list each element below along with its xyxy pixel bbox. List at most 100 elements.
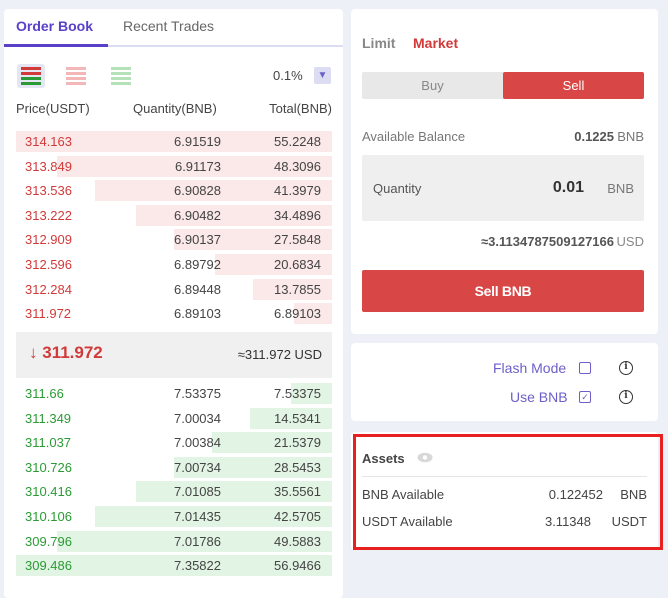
row-price: 309.486 — [25, 558, 72, 574]
row-price: 309.796 — [25, 533, 72, 549]
flash-mode-checkbox[interactable] — [579, 362, 591, 374]
row-total: 6.89103 — [274, 306, 321, 322]
row-quantity: 6.91173 — [174, 158, 221, 174]
ask-row[interactable]: 314.163 6.91519 55.2248 — [16, 130, 332, 153]
eye-icon[interactable] — [417, 452, 433, 463]
depth-bar — [95, 506, 332, 527]
depth-bar — [215, 254, 332, 275]
bid-row[interactable]: 310.106 7.01435 42.5705 — [16, 505, 332, 528]
quantity-field[interactable]: Quantity 0.01 BNB — [362, 155, 644, 221]
depth-bar — [249, 407, 332, 429]
assets-panel: Assets BNB Available 0.122452 BNB USDT A… — [351, 432, 658, 550]
tab-recent-trades[interactable]: Recent Trades — [123, 18, 215, 34]
asset-label: USDT Available — [362, 514, 453, 529]
quantity-input[interactable]: 0.01 — [552, 179, 584, 196]
last-price: ↓ 311.972 — [29, 343, 103, 363]
buy-button[interactable]: Buy — [421, 78, 444, 93]
arrow-down-icon: ↓ — [29, 343, 38, 362]
use-bnb-label[interactable]: Use BNB — [510, 389, 568, 405]
depth-bar — [57, 155, 332, 177]
flash-mode-info-icon[interactable]: i — [619, 361, 633, 375]
ask-row[interactable]: 311.972 6.89103 6.89103 — [16, 302, 332, 325]
row-total: 14.5341 — [274, 410, 321, 426]
depth-bar — [290, 383, 332, 404]
depth-bar — [16, 131, 332, 152]
row-quantity: 6.89448 — [174, 281, 221, 297]
column-header-price: Price(USDT) — [16, 101, 90, 116]
ask-row[interactable]: 313.536 6.90828 41.3979 — [16, 179, 332, 202]
depth-bar — [57, 530, 332, 552]
row-price: 311.349 — [25, 410, 72, 426]
assets-title: Assets — [362, 451, 405, 466]
row-quantity: 7.53375 — [174, 386, 221, 401]
ask-row[interactable]: 312.284 6.89448 13.7855 — [16, 278, 332, 301]
tab-order-book[interactable]: Order Book — [16, 18, 94, 34]
view-bids-icon[interactable] — [107, 64, 135, 88]
use-bnb-info-icon[interactable]: i — [619, 390, 633, 404]
mid-price-bar: ↓ 311.972 ≈311.972 USD — [16, 332, 332, 378]
trade-panel: Limit Market Buy Sell Available Balance … — [351, 9, 658, 334]
asset-unit: BNB — [620, 487, 647, 502]
last-price-value: 311.972 — [42, 343, 103, 362]
row-price: 310.416 — [25, 484, 72, 500]
row-total: 27.5848 — [274, 232, 321, 248]
use-bnb-checkbox[interactable]: ✓ — [579, 391, 591, 403]
estimated-unit: USD — [616, 234, 644, 249]
sell-toggle-button[interactable]: Sell — [503, 72, 644, 99]
flash-mode-label[interactable]: Flash Mode — [493, 360, 567, 376]
row-price: 313.222 — [25, 207, 72, 223]
row-price: 311.037 — [25, 435, 72, 451]
bid-row[interactable]: 311.037 7.00384 21.5379 — [16, 431, 332, 454]
quantity-label: Quantity — [373, 181, 422, 196]
available-balance-unit: BNB — [617, 129, 644, 144]
ask-row[interactable]: 313.222 6.90482 34.4896 — [16, 204, 332, 227]
depth-bar — [174, 229, 332, 251]
estimated-value: ≈3.1134787509127166 — [481, 234, 614, 249]
view-asks-icon[interactable] — [62, 64, 90, 88]
precision-value: 0.1% — [273, 68, 303, 83]
row-price: 310.726 — [25, 459, 72, 475]
bid-row[interactable]: 310.416 7.01085 35.5561 — [16, 480, 332, 503]
row-total: 49.5883 — [274, 533, 321, 549]
bid-row[interactable]: 310.726 7.00734 28.5453 — [16, 456, 332, 479]
row-price: 313.536 — [25, 183, 72, 199]
depth-bar — [211, 432, 332, 454]
row-price: 311.972 — [25, 306, 72, 322]
tab-limit[interactable]: Limit — [362, 35, 396, 51]
tab-market[interactable]: Market — [413, 35, 459, 51]
depth-bar — [136, 481, 332, 503]
depth-bar — [253, 278, 332, 300]
row-total: 13.7855 — [274, 281, 321, 297]
row-quantity: 7.01085 — [174, 484, 221, 500]
row-total: 56.9466 — [274, 558, 321, 574]
chevron-down-icon[interactable]: ▼ — [314, 67, 331, 84]
row-price: 312.596 — [25, 257, 72, 272]
depth-bar — [95, 180, 332, 202]
sell-bnb-button[interactable]: Sell BNB — [362, 270, 644, 312]
order-book-tabs: Order Book Recent Trades — [4, 9, 343, 47]
row-total: 48.3096 — [274, 158, 321, 174]
row-price: 311.66 — [25, 386, 64, 401]
ask-row[interactable]: 312.909 6.90137 27.5848 — [16, 228, 332, 251]
column-header-total: Total(BNB) — [269, 101, 332, 116]
trade-options: Flash Mode i Use BNB ✓ i — [351, 343, 658, 421]
row-price: 312.284 — [25, 281, 72, 297]
row-quantity: 7.00034 — [174, 410, 221, 426]
row-quantity: 6.90828 — [174, 183, 221, 199]
ask-row[interactable]: 313.849 6.91173 48.3096 — [16, 155, 332, 178]
bid-row[interactable]: 311.66 7.53375 7.53375 — [16, 382, 332, 405]
divider — [362, 476, 647, 477]
asset-value: 3.11348 — [544, 514, 591, 529]
row-quantity: 6.90137 — [174, 232, 221, 248]
bid-row[interactable]: 311.349 7.00034 14.5341 — [16, 407, 332, 430]
depth-bar — [294, 303, 332, 325]
bid-row[interactable]: 309.486 7.35822 56.9466 — [16, 554, 332, 577]
view-both-icon[interactable] — [17, 64, 45, 88]
row-quantity: 7.01786 — [174, 533, 221, 549]
ask-row[interactable]: 312.596 6.89792 20.6834 — [16, 253, 332, 276]
row-total: 42.5705 — [274, 509, 321, 524]
row-total: 20.6834 — [274, 257, 321, 272]
bid-row[interactable]: 309.796 7.01786 49.5883 — [16, 530, 332, 553]
row-total: 41.3979 — [274, 183, 321, 199]
order-book-panel: Order Book Recent Trades 0.1% ▼ Price(US… — [4, 9, 343, 598]
